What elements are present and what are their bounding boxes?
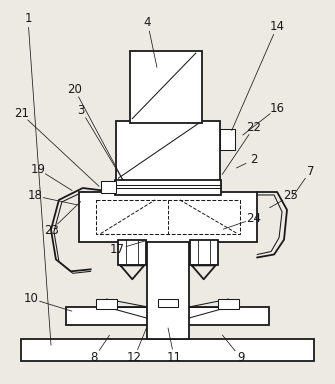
Text: 8: 8 <box>91 351 98 364</box>
Bar <box>130 51 202 122</box>
Text: 2: 2 <box>250 153 258 166</box>
Text: 20: 20 <box>67 83 82 96</box>
Text: 12: 12 <box>127 351 142 364</box>
Text: 4: 4 <box>144 16 151 29</box>
Bar <box>100 181 117 193</box>
Bar <box>117 121 219 182</box>
Bar <box>79 192 257 242</box>
Text: 17: 17 <box>110 243 125 256</box>
Bar <box>66 307 269 325</box>
Text: 7: 7 <box>307 165 314 177</box>
Bar <box>116 180 220 195</box>
Text: 10: 10 <box>24 292 39 305</box>
Text: 1: 1 <box>24 12 32 25</box>
Bar <box>21 339 314 361</box>
Bar <box>219 129 236 151</box>
Bar <box>118 240 146 265</box>
Text: 21: 21 <box>14 108 29 121</box>
Text: 19: 19 <box>30 163 46 175</box>
Text: 16: 16 <box>270 102 285 115</box>
Bar <box>95 200 241 233</box>
Text: 25: 25 <box>283 189 298 202</box>
Bar <box>95 299 118 309</box>
Text: 23: 23 <box>44 223 59 237</box>
Text: 9: 9 <box>237 351 244 364</box>
Text: 22: 22 <box>246 121 261 134</box>
Text: 24: 24 <box>246 212 261 225</box>
Text: 14: 14 <box>270 20 285 33</box>
Text: 3: 3 <box>77 104 85 117</box>
Bar <box>158 299 178 307</box>
Text: 11: 11 <box>166 351 182 364</box>
Bar <box>217 299 240 309</box>
Bar <box>147 228 189 339</box>
Bar <box>190 240 217 265</box>
Text: 18: 18 <box>27 189 42 202</box>
